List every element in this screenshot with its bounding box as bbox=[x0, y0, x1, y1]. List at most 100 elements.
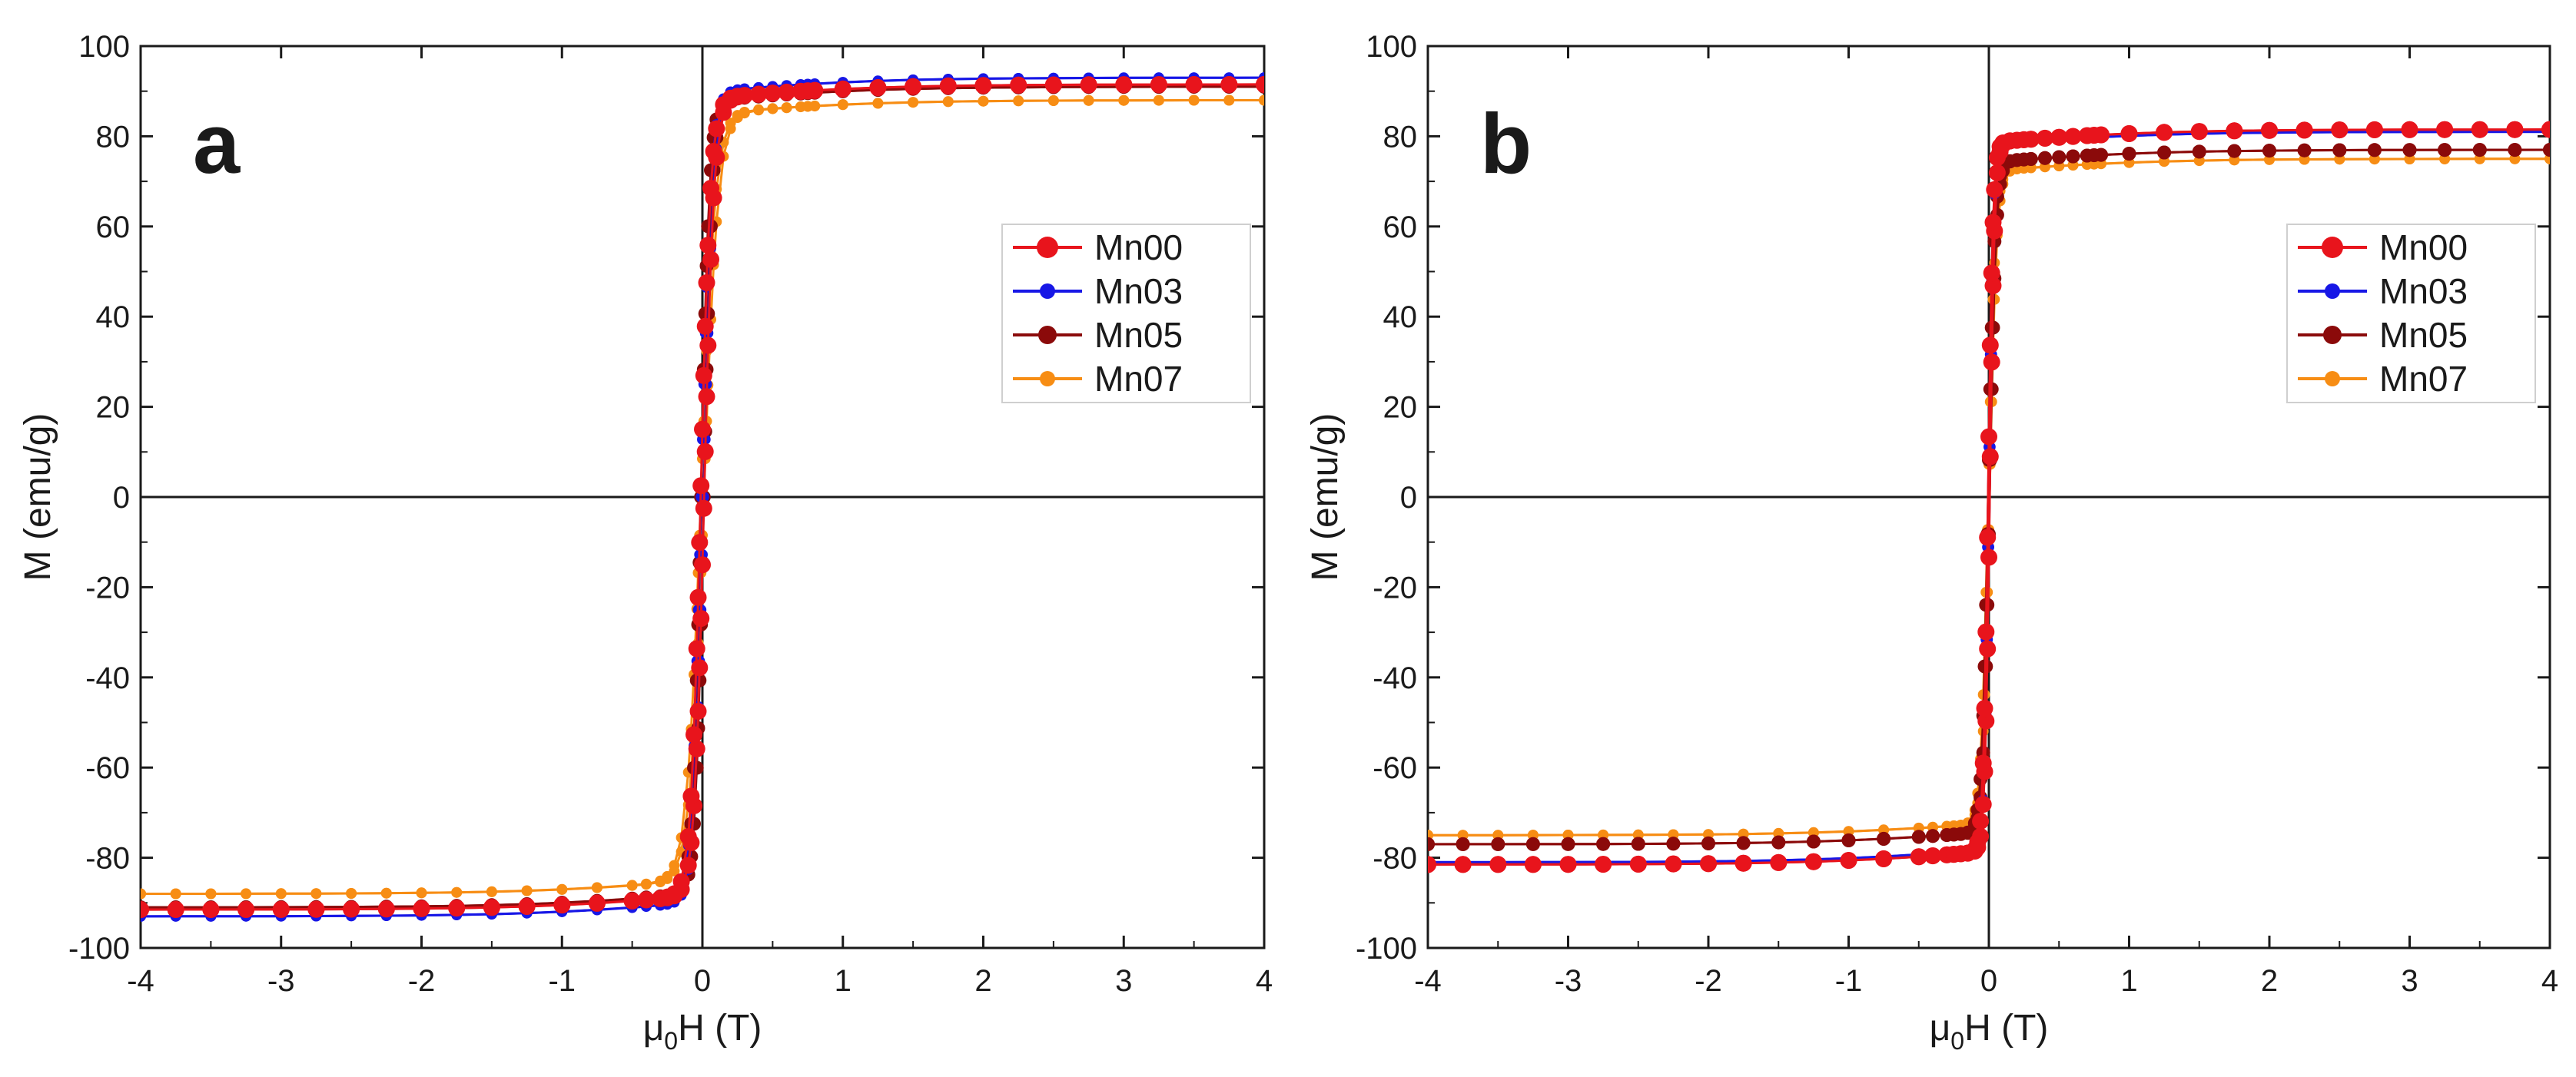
data-point-Mn00 bbox=[141, 901, 149, 919]
data-point-Mn00 bbox=[2295, 121, 2313, 139]
legend-swatch-marker bbox=[2325, 283, 2340, 299]
data-point-Mn00 bbox=[1910, 848, 1927, 866]
data-point-Mn00 bbox=[167, 901, 184, 918]
data-point-Mn00 bbox=[1972, 813, 1990, 830]
data-point-Mn07 bbox=[1259, 94, 1264, 106]
legend-swatch-marker bbox=[2323, 326, 2342, 344]
y-tick-label: -60 bbox=[1373, 751, 1417, 785]
data-point-Mn05 bbox=[2023, 151, 2038, 166]
data-point-Mn07 bbox=[486, 886, 497, 897]
y-axis-label: M (emu/g) bbox=[1305, 413, 1346, 582]
data-point-Mn00 bbox=[1770, 853, 1788, 871]
data-point-Mn05 bbox=[1456, 837, 1470, 851]
data-point-Mn00 bbox=[2156, 124, 2173, 141]
data-point-Mn00 bbox=[2541, 121, 2550, 138]
data-point-Mn07 bbox=[1083, 94, 1094, 106]
data-point-Mn00 bbox=[1150, 76, 1167, 94]
data-point-Mn00 bbox=[974, 77, 992, 94]
series-line-Mn00 bbox=[141, 83, 1264, 911]
x-tick-label: -2 bbox=[408, 964, 436, 998]
y-tick-label: 0 bbox=[1400, 481, 1417, 515]
data-point-Mn00 bbox=[553, 896, 571, 913]
data-point-Mn00 bbox=[1804, 853, 1822, 870]
data-point-Mn00 bbox=[1974, 796, 1992, 814]
x-axis-label-symbol: μ bbox=[643, 1008, 665, 1049]
data-point-Mn00 bbox=[1924, 847, 1941, 864]
x-axis-label-symbol: μ bbox=[1930, 1008, 1951, 1049]
data-point-Mn00 bbox=[1981, 448, 1999, 466]
data-point-Mn00 bbox=[1595, 856, 1612, 873]
data-point-Mn07 bbox=[170, 888, 181, 900]
data-point-Mn00 bbox=[905, 78, 922, 95]
y-tick-label: 60 bbox=[1383, 210, 1418, 244]
data-point-Mn00 bbox=[735, 87, 753, 104]
data-point-Mn05 bbox=[2122, 147, 2136, 161]
legend-swatch-marker bbox=[1037, 237, 1058, 258]
data-point-Mn07 bbox=[1153, 94, 1164, 106]
data-point-Mn00 bbox=[688, 740, 705, 757]
data-point-Mn00 bbox=[1840, 852, 1857, 869]
data-point-Mn00 bbox=[750, 85, 768, 103]
data-point-Mn00 bbox=[377, 900, 395, 918]
data-point-Mn05 bbox=[1911, 830, 1926, 844]
data-point-Mn07 bbox=[872, 98, 884, 109]
data-point-Mn07 bbox=[669, 860, 680, 871]
data-point-Mn00 bbox=[692, 477, 710, 495]
data-point-Mn07 bbox=[241, 888, 252, 900]
x-axis-label: μ0H (T) bbox=[1930, 1008, 2049, 1055]
x-tick-label: 0 bbox=[694, 964, 711, 998]
data-point-Mn05 bbox=[2332, 143, 2347, 157]
data-point-Mn05 bbox=[2262, 144, 2276, 158]
data-point-Mn00 bbox=[708, 120, 725, 138]
data-point-Mn05 bbox=[1596, 837, 1611, 851]
data-point-Mn00 bbox=[483, 899, 500, 916]
data-point-Mn00 bbox=[2365, 121, 2383, 138]
legend-label-Mn00: Mn00 bbox=[2379, 227, 2468, 267]
data-point-Mn00 bbox=[2037, 129, 2053, 147]
data-point-Mn05 bbox=[2192, 144, 2206, 159]
y-tick-label: 40 bbox=[1383, 300, 1418, 334]
data-point-Mn00 bbox=[1981, 336, 1999, 354]
data-point-Mn00 bbox=[699, 336, 717, 354]
x-tick-label: -1 bbox=[548, 964, 576, 998]
data-point-Mn00 bbox=[2261, 121, 2278, 139]
y-tick-label: 80 bbox=[1383, 120, 1418, 154]
data-point-Mn07 bbox=[2369, 154, 2380, 165]
data-point-Mn00 bbox=[2436, 121, 2454, 138]
data-point-Mn07 bbox=[753, 104, 765, 115]
legend-label-Mn07: Mn07 bbox=[1094, 359, 1183, 399]
chart-panel-b: -4 -3 -2 -1 0 1 2 3 4 -100 -80 -60 -40 -20 0 20 40 60 80 10… bbox=[1305, 30, 2558, 1055]
data-point-Mn07 bbox=[1047, 95, 1059, 106]
data-point-Mn00 bbox=[698, 274, 715, 291]
data-point-Mn00 bbox=[1875, 850, 1893, 867]
legend-swatch-marker bbox=[1040, 283, 1055, 299]
y-tick-label: -40 bbox=[1373, 661, 1417, 695]
data-point-Mn05 bbox=[1701, 836, 1715, 850]
data-point-Mn00 bbox=[1976, 700, 1993, 717]
series-Mn00 bbox=[141, 75, 1264, 919]
data-point-Mn00 bbox=[702, 250, 719, 268]
x-tick-label: -1 bbox=[1835, 964, 1863, 998]
data-point-Mn05 bbox=[2543, 143, 2550, 157]
data-point-Mn05 bbox=[684, 817, 699, 831]
x-tick-label: -3 bbox=[267, 964, 295, 998]
data-point-Mn05 bbox=[1877, 831, 1891, 846]
data-point-Mn07 bbox=[346, 888, 357, 899]
data-point-Mn00 bbox=[696, 317, 714, 335]
data-point-Mn07 bbox=[662, 870, 673, 882]
data-point-Mn00 bbox=[689, 703, 707, 720]
data-point-Mn00 bbox=[1665, 855, 1682, 873]
y-tick-label: 20 bbox=[96, 391, 131, 425]
data-point-Mn07 bbox=[739, 107, 750, 118]
data-point-Mn00 bbox=[679, 828, 697, 846]
data-point-Mn05 bbox=[2066, 149, 2080, 164]
y-tick-label: 100 bbox=[1366, 30, 1417, 64]
data-point-Mn05 bbox=[2402, 143, 2417, 157]
data-point-Mn00 bbox=[2226, 122, 2243, 140]
x-tick-label: 4 bbox=[1256, 964, 1273, 998]
data-point-Mn00 bbox=[637, 891, 655, 909]
x-tick-label: -4 bbox=[1414, 964, 1442, 998]
